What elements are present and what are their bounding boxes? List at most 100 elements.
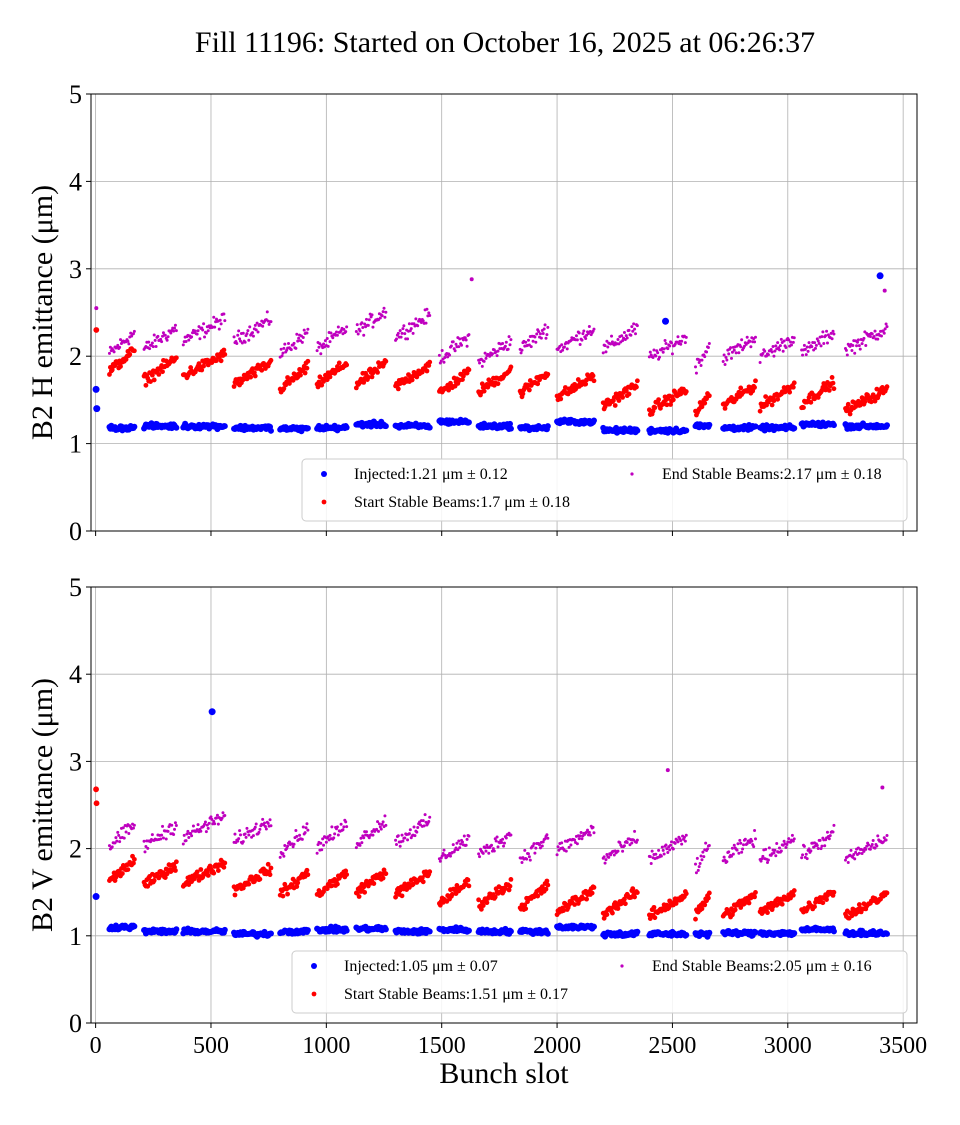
point-start-stable-beams (722, 406, 728, 411)
legend-box (301, 458, 908, 522)
point-end-stable-beams (629, 333, 633, 337)
point-injected (267, 427, 274, 434)
point-end-stable-beams (354, 846, 358, 850)
point-start-stable-beams (380, 875, 386, 881)
point-end-stable-beams (753, 837, 757, 841)
point-end-stable-beams (560, 841, 564, 845)
point-end-stable-beams (335, 333, 339, 337)
point-start-stable-beams (706, 895, 711, 901)
point-end-stable-beams (684, 335, 688, 339)
point-end-stable-beams (562, 345, 566, 349)
point-end-stable-beams (813, 341, 817, 345)
point-injected (634, 427, 641, 434)
point-start-stable-beams (604, 912, 610, 917)
point-end-stable-beams (116, 830, 120, 834)
point-start-stable-beams (763, 394, 769, 399)
panel-2: 0 500 1000 1500 2000 2500 3000 3500 0 1 2 3 4 5 B2 V e… (26, 573, 927, 1090)
point-end-stable-beams (784, 346, 788, 350)
y-tick-label: 5 (69, 80, 82, 109)
point-start-stable-beams (791, 380, 797, 386)
point-end-stable-beams (520, 348, 524, 352)
point-end-stable-beams (153, 338, 157, 342)
point-end-stable-beams (477, 852, 481, 856)
point-end-stable-beams (295, 332, 299, 336)
point-end-stable-beams (502, 841, 506, 845)
point-end-stable-beams (697, 865, 701, 869)
point-start-stable-beams (664, 402, 670, 408)
point-end-stable-beams (345, 825, 349, 829)
point-end-stable-beams (504, 836, 508, 840)
point-end-stable-beams (283, 342, 287, 346)
point-injected (465, 419, 472, 426)
point-start-stable-beams (371, 881, 377, 886)
point-end-stable-beams (706, 847, 710, 851)
point-end-stable-beams (648, 855, 652, 859)
point-end-stable-beams (694, 871, 698, 875)
point-end-stable-beams (190, 335, 194, 339)
point-end-stable-beams (146, 846, 150, 850)
point-end-stable-beams (519, 351, 523, 355)
point-end-stable-beams (394, 843, 398, 847)
point-end-stable-beams (500, 841, 504, 845)
point-start-stable-beams (495, 381, 501, 387)
point-start-stable-beams (218, 358, 224, 364)
point-end-stable-beams (569, 843, 573, 847)
point-end-stable-beams (544, 336, 548, 340)
point-end-stable-beams (801, 353, 805, 357)
point-end-stable-beams (412, 825, 416, 829)
point-end-stable-beams (377, 822, 381, 826)
point-end-stable-beams (647, 355, 651, 359)
point-end-stable-beams (173, 827, 177, 831)
x-tick-label: 2000 (533, 1033, 581, 1059)
point-end-stable-beams (150, 341, 154, 345)
point-start-stable-beams (612, 403, 618, 408)
point-end-stable-beams (409, 327, 413, 331)
outlier-point (469, 277, 474, 282)
point-injected (791, 930, 798, 937)
point-start-stable-beams (856, 902, 862, 907)
point-end-stable-beams (546, 325, 550, 329)
point-end-stable-beams (526, 338, 530, 342)
point-end-stable-beams (508, 343, 512, 347)
point-end-stable-beams (584, 336, 588, 340)
point-end-stable-beams (635, 324, 639, 328)
point-end-stable-beams (661, 848, 665, 852)
point-end-stable-beams (850, 349, 854, 353)
point-end-stable-beams (609, 342, 613, 346)
point-end-stable-beams (285, 846, 289, 850)
point-injected (304, 425, 311, 432)
point-start-stable-beams (365, 374, 371, 380)
point-end-stable-beams (802, 343, 806, 347)
point-end-stable-beams (117, 833, 121, 837)
point-end-stable-beams (251, 834, 255, 838)
point-end-stable-beams (520, 860, 524, 864)
point-end-stable-beams (526, 852, 530, 856)
point-start-stable-beams (194, 869, 200, 875)
outlier-point (662, 317, 670, 325)
point-end-stable-beams (854, 850, 858, 854)
point-start-stable-beams (424, 368, 430, 374)
point-end-stable-beams (538, 846, 542, 850)
point-start-stable-beams (590, 373, 596, 379)
point-end-stable-beams (666, 850, 670, 854)
point-end-stable-beams (545, 333, 549, 337)
point-start-stable-beams (149, 372, 155, 378)
point-end-stable-beams (860, 342, 864, 346)
outlier-point (93, 327, 100, 333)
point-end-stable-beams (319, 352, 323, 356)
point-start-stable-beams (409, 377, 415, 383)
point-end-stable-beams (588, 833, 592, 837)
legend-marker (630, 472, 634, 476)
point-end-stable-beams (759, 859, 763, 863)
point-end-stable-beams (749, 345, 753, 349)
point-injected (426, 424, 433, 431)
point-end-stable-beams (203, 820, 207, 824)
outlier-point (93, 786, 99, 793)
point-start-stable-beams (752, 385, 757, 390)
point-end-stable-beams (772, 851, 776, 855)
point-end-stable-beams (831, 329, 835, 333)
point-start-stable-beams (420, 879, 426, 885)
point-end-stable-beams (730, 350, 734, 354)
point-end-stable-beams (366, 323, 370, 327)
point-end-stable-beams (725, 358, 729, 362)
